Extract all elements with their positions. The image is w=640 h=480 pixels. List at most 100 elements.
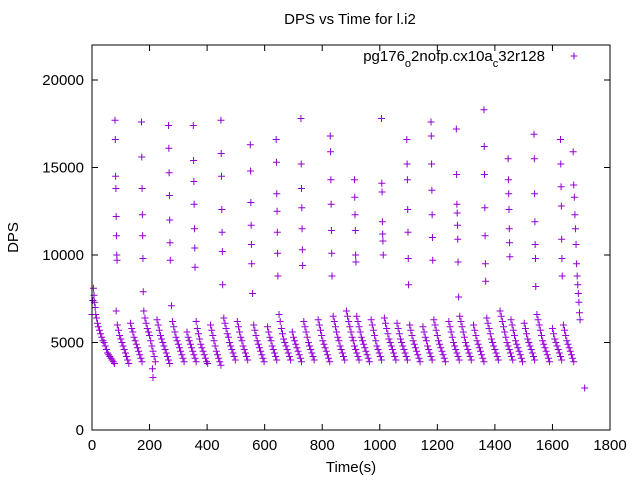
data-point	[427, 353, 435, 360]
data-point	[364, 354, 372, 362]
data-point	[399, 342, 407, 350]
data-point	[112, 185, 120, 192]
data-point	[292, 340, 300, 348]
data-point	[222, 325, 230, 332]
x-tick-label: 200	[137, 437, 162, 454]
y-tick-label: 20000	[42, 72, 84, 89]
data-point	[207, 321, 215, 329]
legend: pg176o2nofp.cx10ac32r128	[363, 48, 578, 70]
data-point	[496, 307, 504, 315]
data-point	[515, 347, 523, 355]
data-point	[571, 211, 579, 219]
x-tick-label: 1800	[593, 437, 626, 454]
data-point	[413, 347, 421, 355]
data-point	[191, 354, 199, 362]
data-point	[101, 342, 109, 350]
data-point	[194, 330, 202, 338]
data-point	[457, 318, 465, 325]
data-point	[534, 316, 542, 324]
data-point	[459, 328, 467, 336]
y-tick-label: 15000	[42, 160, 84, 177]
data-point	[411, 344, 419, 352]
data-point	[477, 347, 484, 355]
data-point	[328, 249, 336, 257]
data-point	[277, 325, 285, 332]
data-point	[190, 200, 198, 208]
data-point	[325, 354, 333, 362]
data-point	[133, 344, 141, 352]
data-point	[228, 346, 236, 353]
data-point	[543, 351, 551, 359]
data-point	[323, 351, 331, 359]
data-point	[506, 239, 514, 247]
data-point	[179, 354, 187, 362]
data-point	[224, 333, 232, 341]
data-point	[505, 225, 513, 233]
chart-title: DPS vs Time for l.i2	[284, 11, 416, 28]
data-point	[455, 356, 463, 364]
data-point	[240, 346, 248, 353]
data-point	[192, 358, 200, 366]
data-point	[246, 141, 254, 149]
data-point	[387, 342, 395, 350]
data-point	[504, 155, 512, 163]
data-point	[375, 349, 383, 357]
data-point	[378, 356, 386, 364]
data-point	[498, 318, 506, 325]
data-point	[215, 354, 223, 362]
data-point	[120, 346, 128, 353]
data-point	[501, 328, 509, 336]
data-point	[436, 340, 444, 348]
data-point	[548, 325, 556, 332]
data-point	[159, 339, 167, 346]
data-point	[510, 332, 518, 339]
data-point	[241, 349, 249, 357]
data-point	[452, 346, 460, 353]
data-point	[139, 288, 147, 296]
data-point	[360, 340, 368, 348]
data-point	[282, 342, 290, 350]
data-point	[264, 323, 272, 331]
data-point	[139, 232, 147, 240]
data-point	[449, 339, 457, 346]
data-point	[138, 153, 146, 161]
data-point	[434, 337, 442, 345]
data-point	[403, 356, 411, 364]
data-point	[432, 326, 440, 334]
data-point	[553, 342, 561, 350]
data-point	[165, 192, 173, 199]
data-point	[481, 204, 489, 212]
data-point	[555, 349, 563, 357]
data-point	[550, 330, 558, 338]
data-point	[171, 328, 179, 336]
data-point	[218, 172, 225, 180]
data-point	[279, 330, 287, 338]
data-point	[128, 325, 136, 332]
data-point	[471, 326, 479, 334]
data-point	[569, 354, 577, 362]
data-point	[505, 346, 513, 353]
data-point	[333, 328, 341, 336]
data-point	[131, 337, 139, 345]
data-point	[362, 347, 370, 355]
data-point	[219, 281, 227, 289]
data-point	[191, 244, 199, 252]
data-point	[111, 116, 119, 124]
data-point	[569, 148, 577, 156]
data-point	[574, 281, 582, 289]
data-point	[426, 349, 434, 357]
data-point	[188, 344, 196, 352]
data-point	[204, 360, 212, 367]
data-point	[367, 316, 375, 324]
data-point	[255, 344, 263, 352]
data-point	[320, 340, 328, 348]
data-point	[372, 337, 380, 345]
data-point	[466, 353, 474, 360]
data-point	[139, 255, 147, 262]
data-point	[247, 221, 255, 229]
data-point	[509, 326, 517, 334]
data-point	[212, 347, 220, 355]
data-point	[536, 326, 544, 334]
data-point	[374, 346, 382, 353]
data-point	[535, 321, 543, 329]
